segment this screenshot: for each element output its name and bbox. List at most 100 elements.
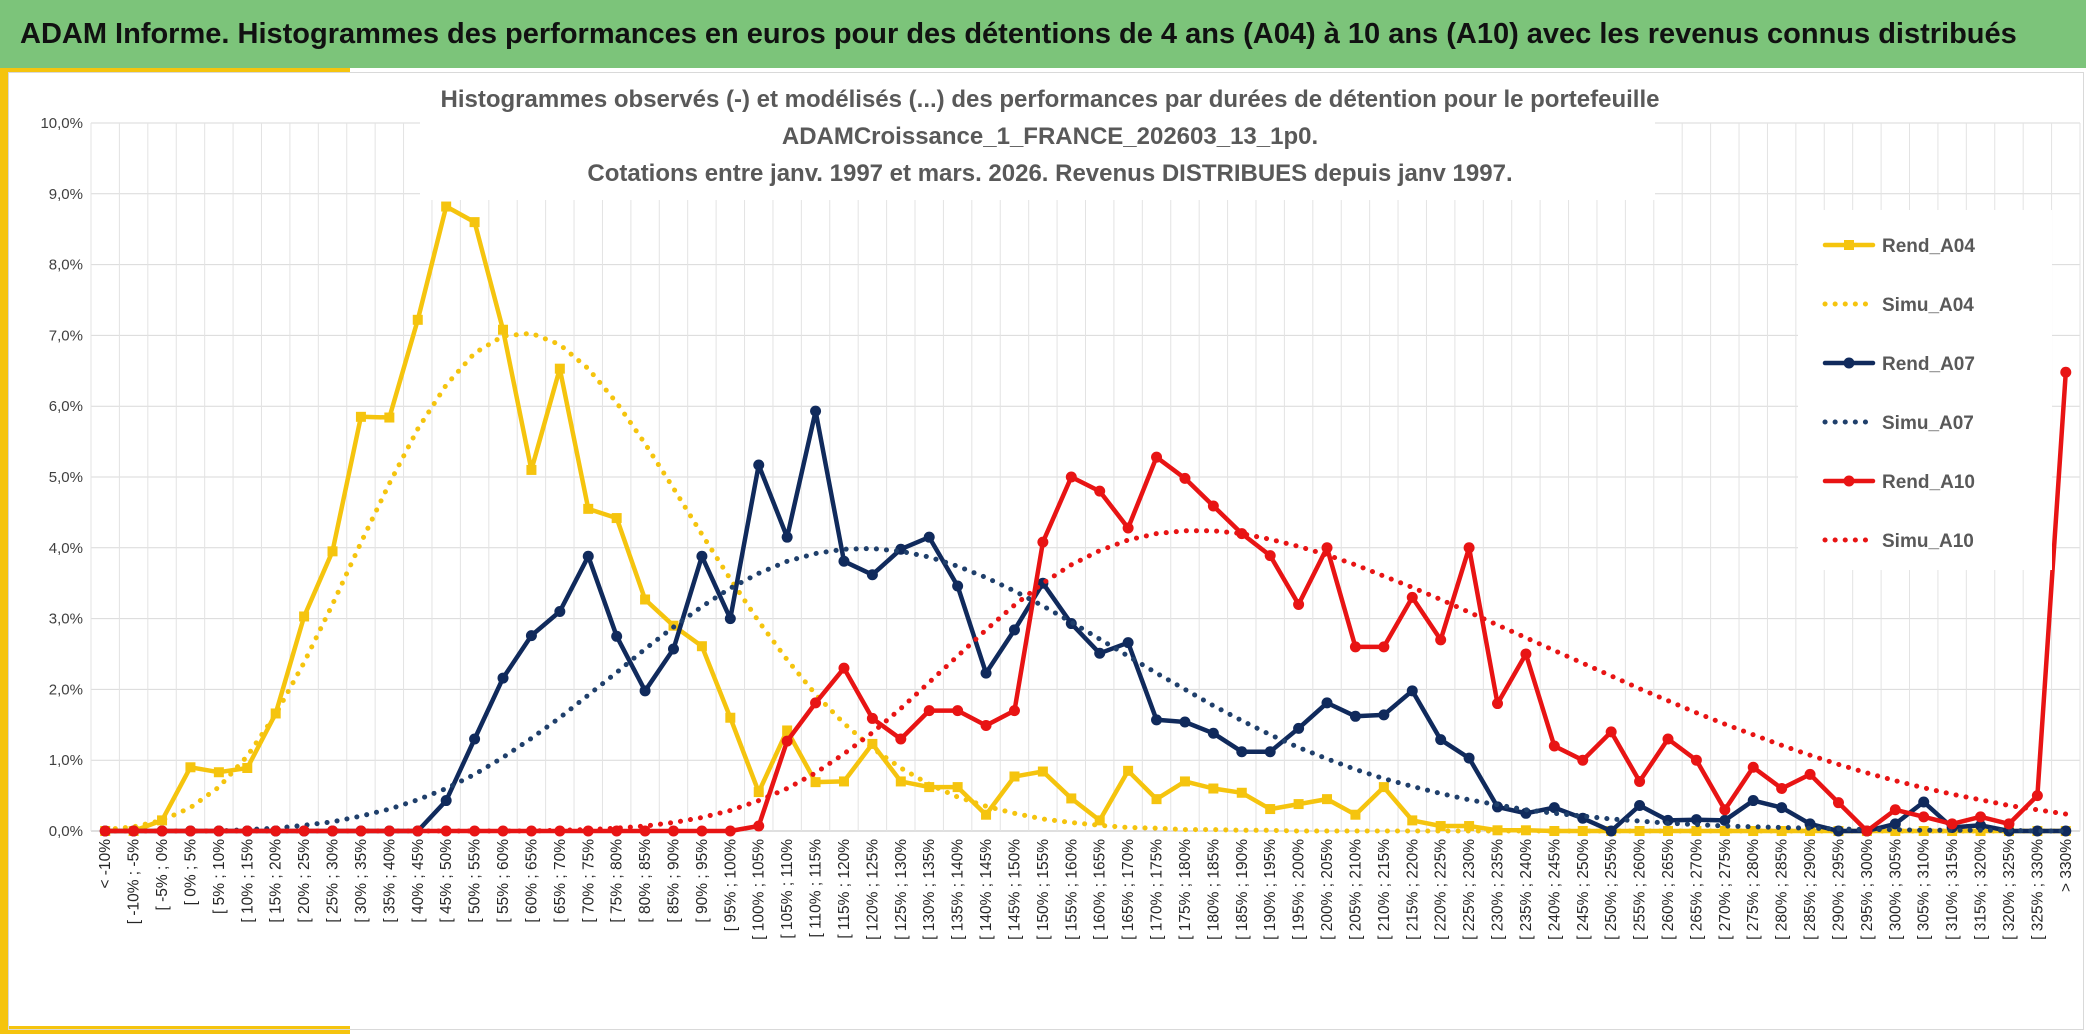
data-point-rend-a04 <box>1179 776 1190 787</box>
data-point-rend-a10 <box>724 825 736 837</box>
data-point-rend-a10 <box>156 825 168 837</box>
x-tick-label: [ 275% ; 280% <box>1745 839 1762 940</box>
data-point-rend-a10 <box>1520 648 1532 660</box>
data-point-rend-a10 <box>810 697 822 709</box>
data-point-rend-a10 <box>1719 804 1731 816</box>
data-point-rend-a10 <box>1832 797 1844 809</box>
x-tick-label: [ 100% ; 105% <box>751 839 768 940</box>
x-tick-label: [ 10% ; 15% <box>239 839 256 923</box>
data-point-rend-a07 <box>1236 746 1248 758</box>
x-tick-label: [ 270% ; 275% <box>1717 839 1734 940</box>
data-point-rend-a04 <box>1577 826 1588 836</box>
x-tick-label: [ 75% ; 80% <box>609 839 626 923</box>
data-point-rend-a07 <box>866 569 878 581</box>
x-tick-label: [ 65% ; 70% <box>552 839 569 923</box>
data-point-rend-a07 <box>1378 709 1390 721</box>
data-point-rend-a04 <box>1719 826 1730 836</box>
data-point-rend-a10 <box>1747 761 1759 773</box>
x-tick-label: [ 135% ; 140% <box>950 839 967 940</box>
x-tick-label: [ 0% ; 5% <box>182 839 199 906</box>
data-point-rend-a04 <box>1890 826 1901 836</box>
data-point-rend-a07 <box>2031 825 2043 837</box>
data-point-rend-a04 <box>895 776 906 787</box>
data-point-rend-a07 <box>1008 624 1020 636</box>
legend-label: Simu_A07 <box>1882 413 1974 434</box>
data-point-rend-a10 <box>923 705 935 717</box>
data-point-rend-a10 <box>1151 451 1163 463</box>
chart-title-line: Cotations entre janv. 1997 et mars. 2026… <box>587 160 1512 187</box>
y-tick-label: 6,0% <box>49 398 83 415</box>
data-point-rend-a10 <box>1861 825 1873 837</box>
data-point-rend-a07 <box>469 733 481 745</box>
data-point-rend-a10 <box>1492 698 1504 710</box>
data-point-rend-a07 <box>838 555 850 567</box>
data-point-rend-a07 <box>1548 802 1560 814</box>
data-point-rend-a04 <box>242 762 253 773</box>
data-point-rend-a10 <box>952 705 964 717</box>
x-tick-label: [ 85% ; 90% <box>665 839 682 923</box>
data-point-rend-a10 <box>1463 542 1475 554</box>
x-tick-label: [ 80% ; 85% <box>637 839 654 923</box>
data-point-rend-a04 <box>1094 815 1105 826</box>
x-tick-label: > 330% <box>2058 839 2075 892</box>
data-point-rend-a10 <box>1008 705 1020 717</box>
y-tick-label: 10,0% <box>40 115 83 132</box>
legend-marker <box>1843 475 1855 487</box>
data-point-rend-a04 <box>1322 794 1333 805</box>
x-tick-label: [ 240% ; 245% <box>1546 839 1563 940</box>
data-point-rend-a10 <box>1207 500 1219 512</box>
data-point-rend-a04 <box>1236 787 1247 798</box>
data-point-rend-a10 <box>753 820 765 832</box>
legend-label: Rend_A07 <box>1882 354 1975 375</box>
data-point-rend-a10 <box>1634 775 1646 787</box>
data-point-rend-a10 <box>1122 522 1134 534</box>
data-point-rend-a10 <box>781 735 793 747</box>
x-tick-label: [ 295% ; 300% <box>1859 839 1876 940</box>
x-tick-label: [ 200% ; 205% <box>1319 839 1336 940</box>
data-point-rend-a10 <box>1037 536 1049 548</box>
data-point-rend-a04 <box>554 363 565 374</box>
data-point-rend-a04 <box>1208 783 1219 794</box>
data-point-rend-a04 <box>981 809 992 820</box>
x-tick-label: [ 215% ; 220% <box>1404 839 1421 940</box>
x-tick-label: [ 175% ; 180% <box>1177 839 1194 940</box>
legend-label: Simu_A04 <box>1882 295 1974 316</box>
x-tick-label: [ 195% ; 200% <box>1291 839 1308 940</box>
data-point-rend-a10 <box>1094 485 1106 497</box>
data-point-rend-a04 <box>1350 809 1361 820</box>
data-point-rend-a04 <box>299 611 310 622</box>
data-point-rend-a10 <box>2031 790 2043 802</box>
x-tick-label: [ 325% ; 330% <box>2029 839 2046 940</box>
data-point-rend-a04 <box>412 314 423 325</box>
y-tick-label: 0,0% <box>49 823 83 840</box>
data-point-rend-a07 <box>1122 637 1134 649</box>
data-point-rend-a10 <box>1946 818 1958 830</box>
data-point-rend-a07 <box>753 459 765 471</box>
y-tick-label: 8,0% <box>49 257 83 274</box>
x-tick-label: [ 110% ; 115% <box>808 839 825 938</box>
data-point-rend-a10 <box>1349 641 1361 653</box>
data-point-rend-a10 <box>1548 740 1560 752</box>
y-tick-label: 4,0% <box>49 540 83 557</box>
data-point-rend-a10 <box>1264 550 1276 562</box>
x-tick-label: [ 170% ; 175% <box>1149 839 1166 940</box>
data-point-rend-a07 <box>582 550 594 562</box>
x-tick-label: [ 205% ; 210% <box>1347 839 1364 940</box>
frame-accent-top <box>0 68 350 72</box>
x-tick-label: [ 35% ; 40% <box>381 839 398 923</box>
data-point-rend-a07 <box>1406 685 1418 697</box>
y-tick-label: 3,0% <box>49 611 83 628</box>
x-tick-label: [ 280% ; 285% <box>1774 839 1791 940</box>
header-banner: ADAM Informe. Histogrammes des performan… <box>0 0 2086 68</box>
data-point-rend-a04 <box>1435 821 1446 832</box>
data-point-rend-a04 <box>782 725 793 736</box>
x-tick-label: [ 230% ; 235% <box>1490 839 1507 940</box>
x-tick-label: [ 105% ; 110% <box>779 839 796 939</box>
data-point-rend-a04 <box>753 787 764 798</box>
data-point-rend-a04 <box>384 412 395 423</box>
data-point-rend-a04 <box>1293 799 1304 810</box>
data-point-rend-a07 <box>1151 714 1163 726</box>
data-point-rend-a04 <box>952 782 963 793</box>
x-tick-label: [ 185% ; 190% <box>1234 839 1251 940</box>
